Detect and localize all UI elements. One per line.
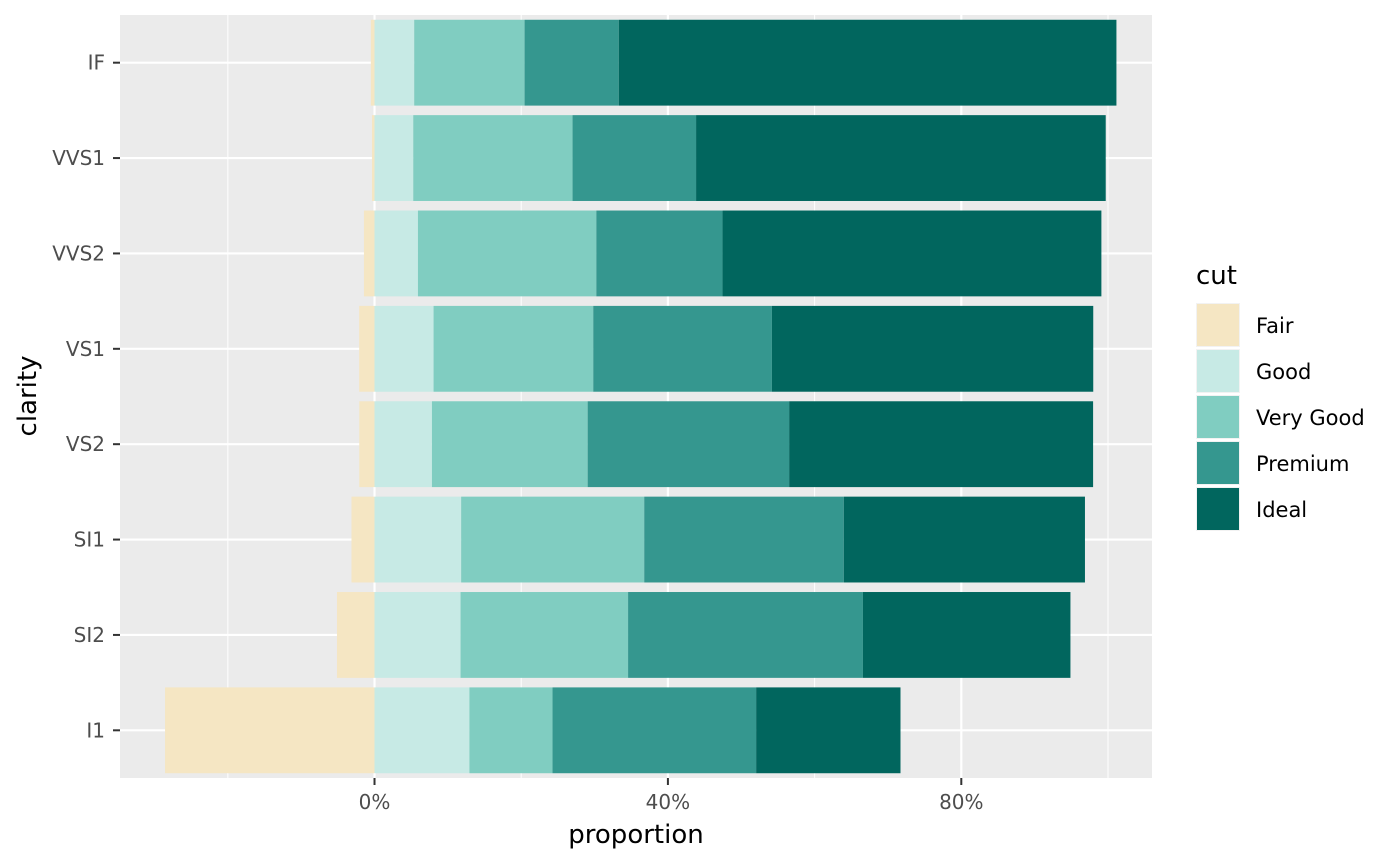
legend-swatch [1197,442,1239,484]
x-tick-label: 40% [646,790,690,814]
y-tick-label: VVS2 [52,241,105,265]
legend-label: Very Good [1256,406,1365,430]
bar-ideal-si1 [843,496,1085,583]
y-tick-label: SI1 [74,528,105,552]
bar-good-if [374,19,415,106]
y-tick-label: VS1 [66,337,105,361]
bar-fair-i1 [165,687,375,774]
bar-very-good-if [414,19,525,106]
bar-ideal-si2 [862,592,1071,678]
bar-premium-vvs2 [596,210,723,297]
y-tick-label: IF [88,51,105,75]
legend-label: Good [1256,360,1311,384]
legend-swatch [1197,350,1239,392]
bar-good-i1 [374,687,470,774]
bar-premium-if [524,19,619,106]
bar-good-vs2 [374,401,432,488]
bar-ideal-vs2 [789,401,1094,488]
x-axis: 0% 40% 80% [359,778,984,814]
bar-premium-vs1 [593,305,772,392]
bar-good-si1 [374,496,462,583]
bar-very-good-i1 [469,687,553,774]
legend-title: cut [1196,261,1237,291]
y-tick-label: VVS1 [52,146,105,170]
y-axis-title: clarity [13,356,43,437]
bar-ideal-vvs2 [722,210,1102,297]
bar-very-good-vs2 [431,401,588,488]
y-tick-label: VS2 [66,432,105,456]
bar-fair-vs2 [359,401,375,488]
bar-good-si2 [374,592,461,678]
bar-premium-si1 [644,496,844,583]
bar-premium-vvs1 [572,115,697,201]
bar-ideal-vvs1 [696,115,1106,201]
bar-very-good-vvs1 [413,115,573,201]
x-axis-title: proportion [568,820,703,850]
bar-fair-si1 [351,496,375,583]
bar-fair-vvs1 [371,115,375,201]
legend-label: Fair [1256,314,1294,338]
legend-swatch [1197,304,1239,346]
legend-swatch [1197,488,1239,530]
bar-very-good-vvs2 [417,210,597,297]
bar-premium-vs2 [587,401,790,488]
bar-fair-vvs2 [363,210,375,297]
bars [165,19,1117,774]
bar-very-good-si1 [461,496,645,583]
bar-fair-if [370,19,375,106]
bar-premium-si2 [628,592,863,678]
bar-very-good-si2 [460,592,629,678]
bar-good-vvs1 [374,115,414,201]
bar-ideal-if [618,19,1117,106]
y-tick-label: I1 [86,718,105,742]
x-tick-label: 0% [359,790,391,814]
legend: cut Fair Good Very Good Premium Ideal [1196,261,1365,531]
bar-ideal-i1 [756,687,901,774]
bar-good-vvs2 [374,210,418,297]
bar-fair-vs1 [359,305,375,392]
legend-label: Premium [1256,452,1349,476]
bar-ideal-vs1 [771,305,1094,392]
bar-very-good-vs1 [433,305,594,392]
y-axis: IF VVS1 VVS2 VS1 VS2 SI1 SI2 I1 [52,51,120,742]
x-tick-label: 80% [939,790,983,814]
legend-swatch [1197,396,1239,438]
legend-label: Ideal [1256,498,1307,522]
bar-fair-si2 [336,592,375,678]
y-tick-label: SI2 [74,623,105,647]
bar-premium-i1 [552,687,757,774]
bar-good-vs1 [374,305,434,392]
